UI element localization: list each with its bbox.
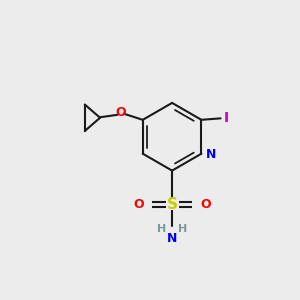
Text: I: I	[224, 111, 229, 125]
Text: O: O	[134, 198, 144, 211]
Text: O: O	[116, 106, 126, 119]
Text: O: O	[200, 198, 211, 211]
FancyBboxPatch shape	[166, 199, 178, 210]
Text: N: N	[167, 232, 177, 244]
Text: S: S	[167, 197, 178, 212]
Text: H: H	[157, 224, 167, 234]
Text: H: H	[178, 224, 187, 234]
Text: N: N	[206, 148, 216, 161]
